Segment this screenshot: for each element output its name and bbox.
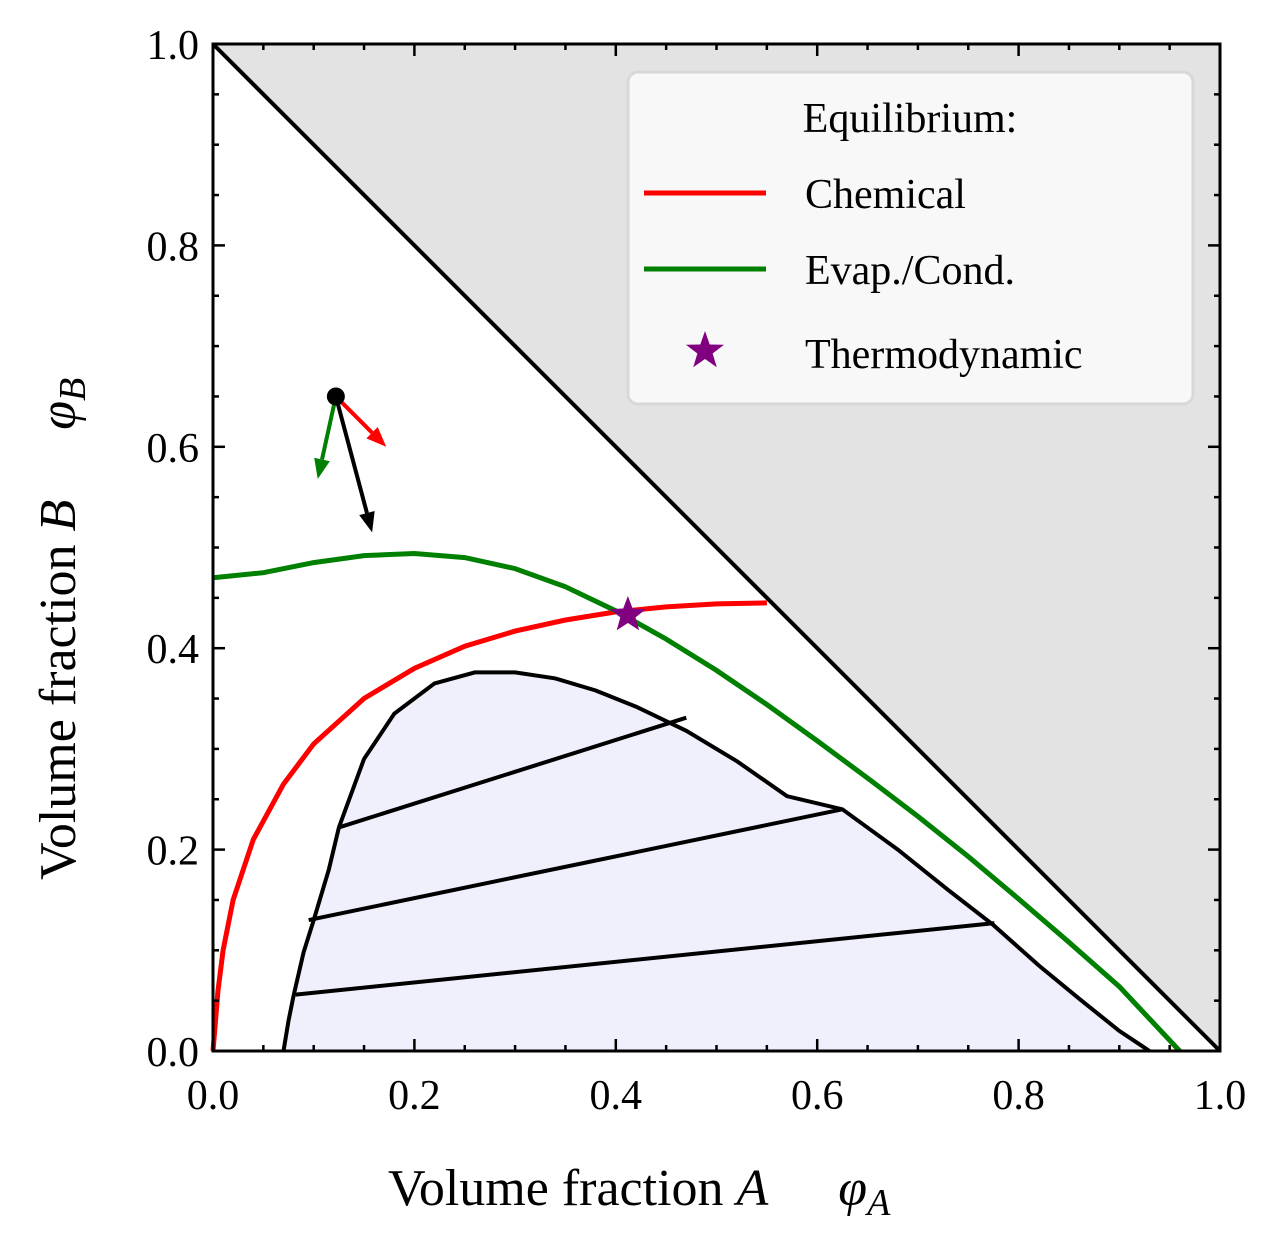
y-axis-title-text: Volume fraction [30,531,87,880]
x-tick-label: 1.0 [1194,1073,1247,1119]
x-axis-title-text: Volume fraction [388,1160,737,1217]
arrow-origin-dot [326,387,345,406]
thermodynamic-point-star [609,596,646,631]
legend-box [626,70,1195,406]
y-tick-label: 1.0 [147,23,200,69]
evaporation-arrow-shaft [320,396,338,460]
axis-ticks [211,42,1222,1053]
y-tick-label: 0.8 [147,224,200,270]
total-arrow-shaft [333,395,369,514]
y-tick-label: 0.0 [147,1030,200,1076]
x-tick-label: 0.2 [388,1073,441,1119]
tie-lines [295,715,995,997]
y-tick-label: 0.4 [147,627,200,673]
y-axis-title: Volume fraction BφB [30,378,94,880]
boundary-diagonal-line [211,42,1222,1053]
chemical-arrow-head [366,427,387,447]
tie-line [308,807,843,923]
total-arrow-head [359,511,375,533]
x-tick-label: 0.4 [590,1073,643,1119]
tie-line [295,921,995,997]
tie-line [338,715,687,830]
legend-thermodynamic-star [686,331,724,368]
y-axis-symbol: φ [30,401,87,430]
legend-chemical-label: Chemical [805,172,966,218]
y-tick-label: 0.6 [147,426,200,472]
x-tick-label: 0.0 [187,1073,240,1119]
x-tick-label: 0.6 [791,1073,844,1119]
legend-evap-label: Evap./Cond. [805,248,1015,294]
x-axis-symbol-sub: A [864,1182,891,1224]
two-phase-region [283,672,1150,1051]
y-axis-var: B [30,500,87,532]
x-axis-var: A [734,1160,769,1217]
y-tick-label: 0.2 [147,829,200,875]
evaporation-arrow-head [314,457,330,480]
legend: Equilibrium: Chemical Evap./Cond. Thermo… [626,70,1195,406]
y-axis-symbol-sub: B [52,378,94,401]
x-tick-labels: 0.0 0.2 0.4 0.6 0.8 1.0 [187,1073,1247,1119]
flux-arrows [314,387,387,533]
legend-thermodynamic-label: Thermodynamic [805,332,1083,378]
y-tick-labels: 0.0 0.2 0.4 0.6 0.8 1.0 [147,23,200,1076]
evap-cond-equilibrium-curve [212,550,1182,1053]
x-axis-symbol: φ [838,1160,867,1217]
x-tick-label: 0.8 [992,1073,1045,1119]
binodal-curve [281,670,1151,1053]
legend-title: Equilibrium: [803,96,1018,142]
